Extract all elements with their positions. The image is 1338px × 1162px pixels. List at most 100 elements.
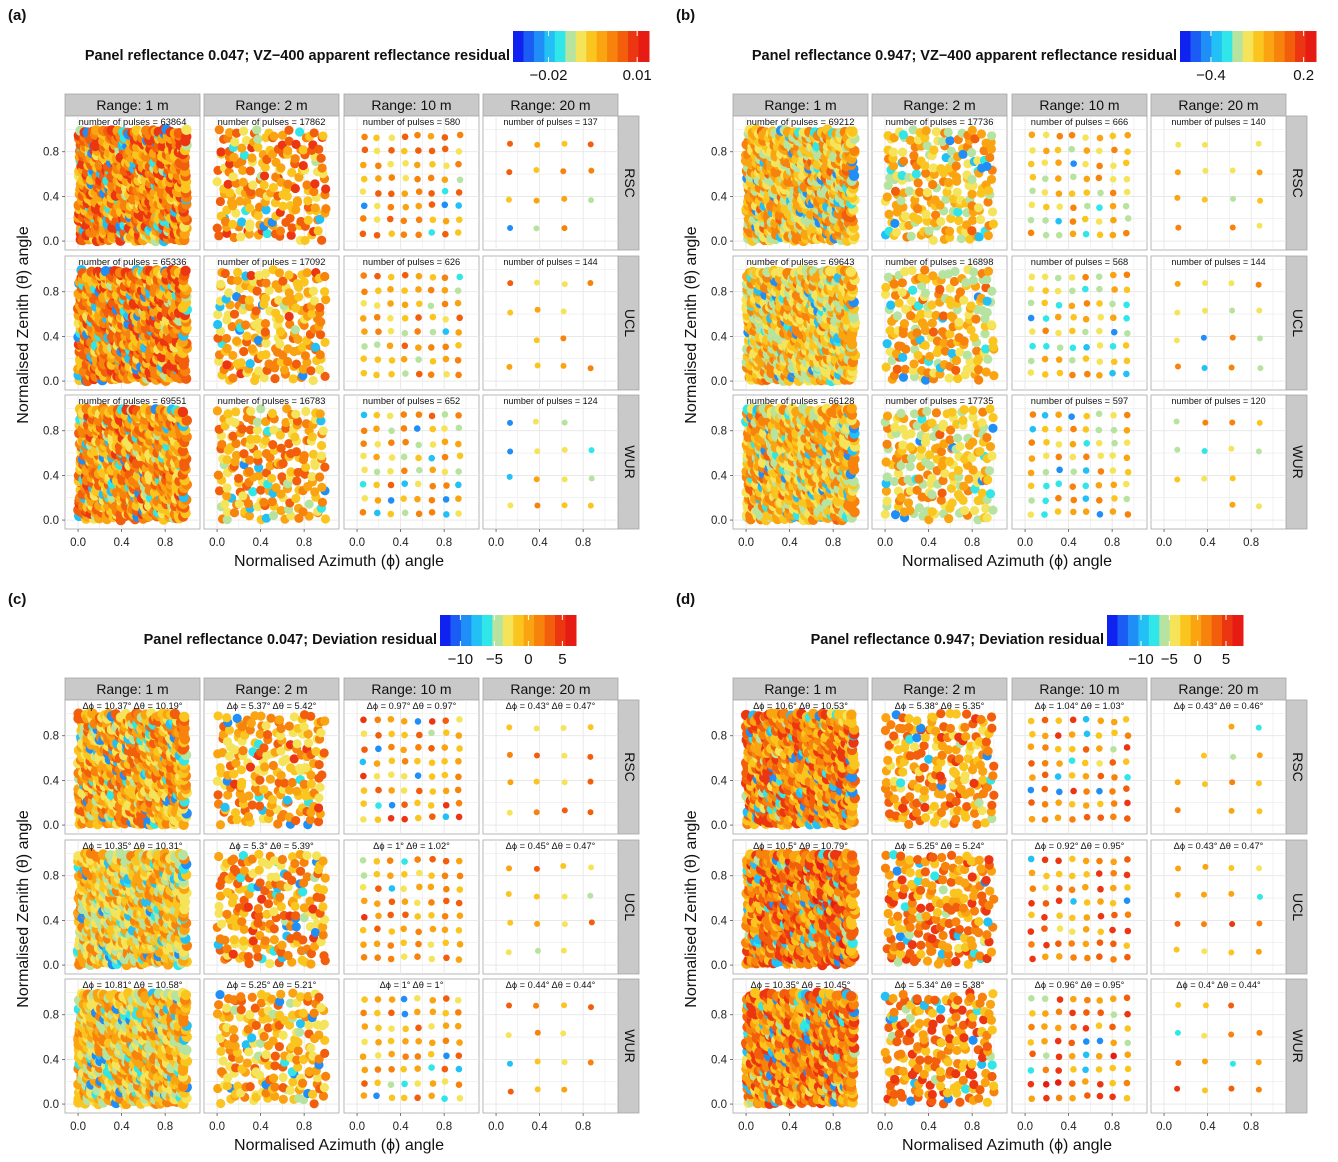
- scatter-point: [847, 126, 857, 136]
- colorbar-swatch: [1201, 31, 1212, 62]
- scatter-point: [275, 268, 284, 277]
- panel-annotation: number of pulses = 652: [363, 396, 460, 406]
- scatter-point: [1030, 174, 1037, 181]
- scatter-point: [374, 273, 381, 280]
- facet-panel: number of pulses = 69551: [65, 395, 200, 529]
- scatter-point: [1068, 146, 1075, 153]
- scatter-point: [534, 448, 540, 454]
- scatter-point: [562, 141, 568, 147]
- scatter-point: [889, 147, 898, 156]
- scatter-point: [375, 190, 382, 197]
- scatter-point: [984, 231, 993, 240]
- scatter-point: [456, 425, 463, 432]
- scatter-point: [901, 365, 910, 374]
- scatter-point: [388, 328, 395, 335]
- scatter-point: [321, 184, 330, 193]
- scatter-point: [415, 455, 422, 462]
- scatter-point: [374, 412, 381, 419]
- scatter-point: [443, 356, 450, 363]
- scatter-point: [443, 218, 450, 225]
- scatter-point: [442, 438, 449, 445]
- scatter-point: [1029, 202, 1036, 209]
- scatter-point: [535, 307, 541, 313]
- facet-panel: number of pulses = 140: [1151, 116, 1286, 250]
- scatter-point: [388, 174, 395, 181]
- scatter-point: [293, 196, 302, 205]
- scatter-point: [560, 168, 566, 174]
- colorbar-swatch: [1285, 31, 1296, 62]
- scatter-point: [283, 146, 292, 155]
- colorbar-swatch: [1295, 31, 1306, 62]
- scatter-point: [929, 327, 938, 336]
- scatter-point: [300, 277, 309, 286]
- scatter-point: [1124, 176, 1131, 183]
- scatter-point: [213, 406, 222, 415]
- scatter-point: [430, 216, 437, 223]
- scatter-point: [1097, 190, 1104, 197]
- scatter-point: [375, 287, 382, 294]
- scatter-point: [987, 175, 996, 184]
- scatter-point: [373, 135, 380, 142]
- y-tick-label: 0.8: [43, 147, 59, 159]
- scatter-point: [233, 268, 242, 277]
- facet-panel: number of pulses = 137: [483, 116, 618, 250]
- scatter-point: [298, 507, 307, 516]
- scatter-point: [906, 311, 915, 320]
- scatter-point: [234, 474, 243, 483]
- scatter-point: [1029, 147, 1036, 154]
- scatter-point: [230, 508, 239, 517]
- x-tick-label: 0.0: [349, 537, 365, 549]
- scatter-point: [898, 353, 907, 362]
- scatter-point: [238, 491, 247, 500]
- scatter-point: [230, 137, 239, 146]
- scatter-point: [534, 503, 540, 509]
- scatter-point: [400, 411, 407, 418]
- scatter-point: [387, 286, 394, 293]
- scatter-point: [291, 494, 300, 503]
- scatter-point: [1082, 134, 1089, 141]
- scatter-point: [374, 441, 381, 448]
- scatter-point: [213, 320, 222, 329]
- scatter-point: [1056, 232, 1063, 239]
- scatter-point: [288, 223, 297, 232]
- facet-row-label: RSC: [622, 168, 638, 198]
- scatter-point: [1110, 176, 1117, 183]
- colorbar-swatch: [1190, 31, 1201, 62]
- scatter-point: [456, 148, 463, 155]
- y-tick-label: 0.8: [43, 287, 59, 299]
- scatter-point: [321, 295, 330, 304]
- scatter-point: [1257, 198, 1263, 204]
- scatter-point: [285, 288, 294, 297]
- scatter-point: [416, 510, 423, 517]
- subfigure-b: (b)Panel reflectance 0.947; VZ−400 appar…: [676, 7, 1317, 570]
- scatter-point: [237, 217, 246, 226]
- scatter-point: [360, 453, 367, 460]
- scatter-point: [914, 178, 923, 187]
- scatter-point: [988, 207, 997, 216]
- scatter-point: [455, 329, 462, 336]
- scatter-point: [455, 202, 462, 209]
- scatter-point: [402, 343, 409, 350]
- scatter-point: [229, 153, 238, 162]
- colorbar-swatch: [513, 31, 524, 62]
- scatter-point: [1070, 231, 1077, 238]
- x-tick-label: 0.0: [209, 537, 225, 549]
- panel-label: (b): [676, 7, 695, 24]
- scatter-point: [276, 327, 285, 336]
- scatter-point: [387, 468, 394, 475]
- scatter-point: [236, 232, 245, 241]
- scatter-point: [891, 187, 900, 196]
- scatter-point: [402, 204, 409, 211]
- scatter-point: [414, 162, 421, 169]
- scatter-point: [899, 373, 908, 382]
- scatter-point: [1110, 232, 1117, 239]
- scatter-point: [402, 315, 409, 322]
- panel-background: [1151, 116, 1286, 250]
- scatter-point: [279, 459, 288, 468]
- scatter-point: [317, 441, 326, 450]
- scatter-point: [229, 172, 238, 181]
- scatter-point: [441, 425, 448, 432]
- scatter-point: [442, 274, 449, 281]
- x-tick-label: 0.8: [296, 537, 312, 549]
